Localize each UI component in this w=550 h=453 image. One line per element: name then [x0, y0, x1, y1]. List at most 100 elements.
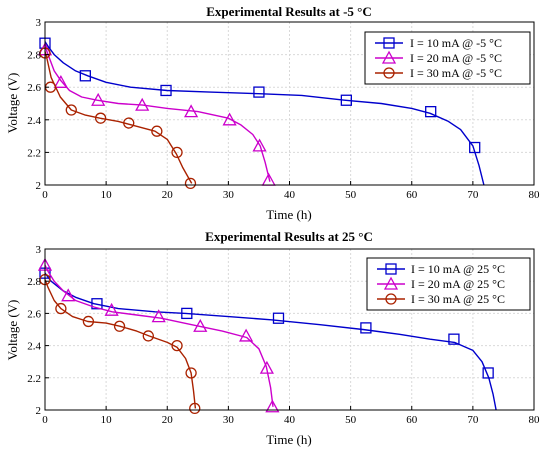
x-tick-label: 60 [406, 414, 418, 426]
data-point-marker [113, 320, 126, 332]
x-axis-label: Time (h) [266, 432, 311, 447]
data-point-marker [151, 309, 166, 323]
legend-label: I = 30 mA @ -5 °C [410, 66, 502, 80]
series-line [44, 272, 497, 411]
legend-label: I = 10 mA @ -5 °C [410, 36, 502, 50]
legend-label: I = 30 mA @ 25 °C [411, 292, 505, 306]
grid [45, 249, 534, 410]
series-line [44, 264, 274, 407]
data-point-marker [82, 315, 95, 328]
legend-marker [381, 50, 397, 64]
legend-entries: I = 10 mA @ 25 °C I = 20 mA @ 25 °C I = … [377, 262, 505, 306]
x-tick-label: 40 [284, 414, 296, 426]
x-axis-label: Time (h) [266, 207, 311, 222]
x-tick-label: 80 [529, 189, 541, 201]
data-point-marker [425, 106, 437, 118]
data-point-marker [272, 312, 285, 324]
data-point-marker [193, 318, 208, 332]
series-line [44, 51, 193, 184]
data-point-marker [171, 339, 183, 352]
data-point-marker [61, 288, 76, 302]
data-point-marker [239, 328, 254, 342]
data-point-marker [94, 112, 107, 124]
legend-marker [383, 67, 395, 79]
x-tick-label: 70 [467, 414, 479, 426]
chart-title: Experimental Results at 25 °C [205, 229, 373, 244]
y-axis-label: Voltage (V) [5, 300, 20, 361]
legend-marker [383, 37, 395, 49]
data-point-marker [482, 367, 494, 379]
y-tick-label: 3 [36, 244, 42, 256]
x-tick-label: 70 [467, 189, 479, 201]
data-point-marker [181, 307, 193, 320]
legend-label: I = 10 mA @ 25 °C [411, 262, 505, 276]
x-tick-label: 30 [223, 189, 235, 201]
data-point-marker [142, 330, 154, 342]
series [39, 273, 201, 415]
x-tick-label: 20 [162, 189, 174, 201]
y-tick-label: 3 [36, 17, 42, 29]
data-point-marker [79, 70, 91, 82]
y-tick-label: 2.4 [27, 115, 41, 127]
legend: I = 10 mA @ -5 °C I = 20 mA @ -5 °C I = … [364, 31, 531, 85]
data-point-marker [265, 399, 280, 413]
data-point-marker [469, 141, 481, 154]
data-point-marker [222, 112, 237, 126]
series [39, 267, 497, 411]
series-group [37, 37, 485, 190]
data-point-marker [135, 97, 150, 111]
chart-panel-bottom: Experimental Results at 25 °C 0 10 20 30 40 5… [5, 229, 540, 447]
y-axis-label: Voltage (V) [5, 73, 20, 134]
data-point-marker [184, 177, 197, 190]
x-tick-label: 10 [101, 414, 113, 426]
data-point-marker [160, 84, 172, 97]
data-point-marker [252, 138, 267, 152]
data-point-marker [123, 117, 135, 129]
x-tick-label: 10 [101, 189, 113, 201]
legend-marker [383, 276, 399, 290]
data-point-marker [171, 146, 183, 159]
x-tick-label: 50 [345, 189, 357, 201]
x-tick-label: 20 [162, 414, 174, 426]
ticks: 0 10 20 30 40 50 60 70 80 2 2.2 2.4 2.6 2.8 3 [27, 244, 540, 426]
data-point-marker [340, 94, 352, 106]
y-tick-label: 2.2 [27, 147, 41, 159]
x-tick-label: 0 [42, 189, 48, 201]
data-point-marker [183, 104, 199, 118]
y-tick-label: 2.6 [27, 82, 41, 94]
data-point-marker [91, 298, 103, 310]
y-tick-label: 2.8 [27, 276, 41, 288]
data-point-marker [104, 302, 119, 316]
x-tick-label: 40 [284, 189, 296, 201]
data-point-marker [151, 125, 163, 137]
y-tick-label: 2.6 [27, 308, 41, 320]
series [39, 47, 197, 190]
x-tick-label: 30 [223, 414, 235, 426]
data-point-marker [55, 302, 67, 315]
data-point-marker [91, 92, 106, 106]
chart-panel-top: Experimental Results at -5 °C 0 10 20 30 40 5… [5, 4, 540, 222]
x-tick-label: 60 [406, 189, 418, 201]
data-point-marker [185, 367, 197, 379]
legend-label: I = 20 mA @ 25 °C [411, 277, 505, 291]
chart-title: Experimental Results at -5 °C [206, 4, 372, 19]
legend-entries: I = 10 mA @ -5 °C I = 20 mA @ -5 °C I = … [375, 36, 502, 80]
legend-marker [385, 263, 397, 275]
y-tick-label: 2.2 [27, 373, 41, 385]
data-point-marker [53, 74, 68, 88]
series [37, 257, 280, 413]
series-group [37, 257, 497, 415]
data-point-marker [189, 402, 201, 415]
y-tick-label: 2 [36, 405, 42, 417]
y-tick-label: 2.4 [27, 341, 41, 353]
y-tick-label: 2.8 [27, 50, 41, 62]
series-line [44, 46, 271, 182]
data-point-marker [259, 360, 274, 374]
legend: I = 10 mA @ 25 °C I = 20 mA @ 25 °C I = … [366, 257, 531, 311]
legend-marker [385, 293, 397, 305]
x-tick-label: 0 [42, 414, 48, 426]
data-point-marker [253, 86, 265, 98]
data-point-marker [65, 104, 77, 116]
data-point-marker [448, 333, 460, 345]
